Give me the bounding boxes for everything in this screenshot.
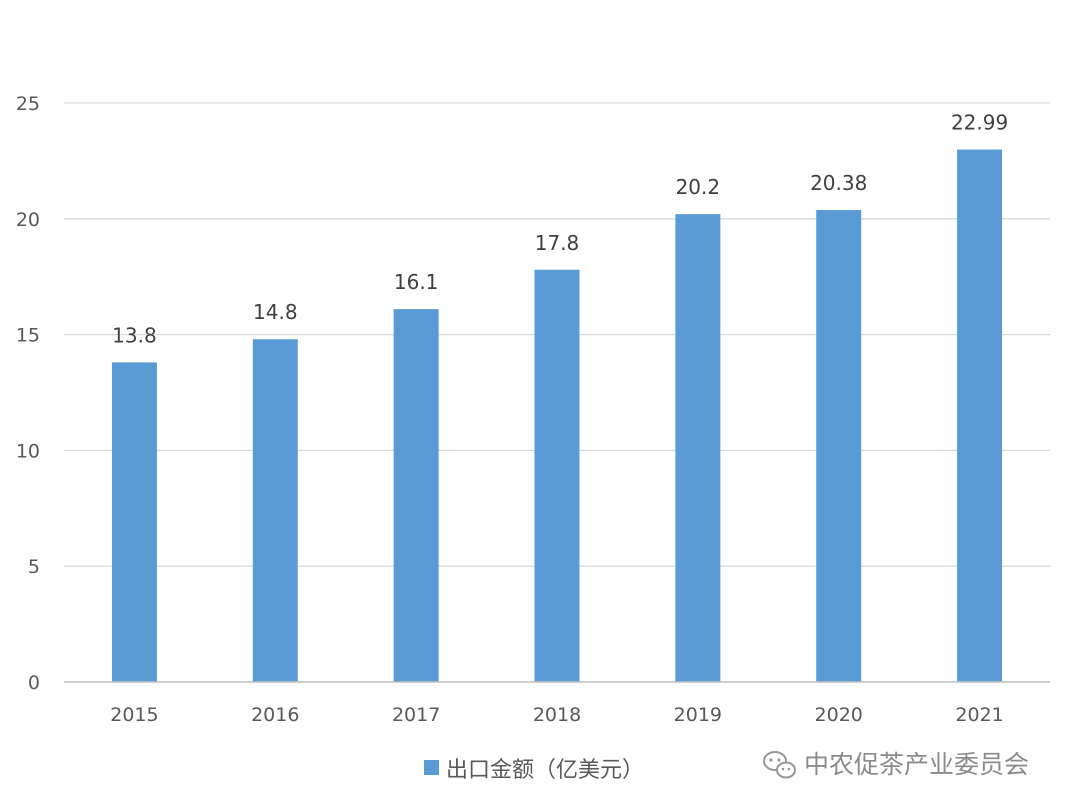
x-tick-label-2020: 2020 [815,704,863,726]
wechat-icon [763,751,796,779]
bars [111,149,1003,682]
y-tick-label: 0 [28,672,40,694]
legend-swatch [424,760,439,775]
x-tick-label-2018: 2018 [533,704,581,726]
watermark-text: 中农促茶产业委员会 [804,750,1029,779]
x-tick-label-2021: 2021 [955,704,1003,726]
y-tick-label: 15 [16,325,40,347]
y-tick-label: 25 [16,93,40,115]
data-label-2017: 16.1 [394,270,439,294]
bar-2015 [111,362,157,682]
bar-2021 [957,149,1003,682]
y-tick-label: 20 [16,209,40,231]
y-tick-label: 10 [16,440,40,462]
x-tick-label-2015: 2015 [110,704,158,726]
data-label-2021: 22.99 [951,111,1008,135]
data-label-2015: 13.8 [112,323,157,347]
x-tick-label-2016: 2016 [251,704,299,726]
watermark: 中农促茶产业委员会 [763,750,1029,779]
data-label-2020: 20.38 [810,171,867,195]
y-axis-ticks: 0 5 10 15 20 25 [16,93,40,694]
bar-2019 [675,214,721,682]
bar-2020 [816,209,862,682]
data-label-2018: 17.8 [535,231,580,255]
bar-2018 [534,269,580,682]
data-label-2016: 14.8 [253,300,298,324]
legend-label: 出口金额（亿美元） [446,758,644,783]
bar-2016 [252,339,298,682]
legend: 出口金额（亿美元） [424,758,644,783]
data-label-2019: 20.2 [676,175,721,199]
bar-2017 [393,309,439,682]
y-tick-label: 5 [28,556,40,578]
data-labels: 13.8 14.8 16.1 17.8 20.2 20.38 22.99 [112,111,1008,348]
x-tick-label-2019: 2019 [674,704,722,726]
x-axis-ticks: 2015 2016 2017 2018 2019 2020 2021 [110,704,1004,726]
x-tick-label-2017: 2017 [392,704,440,726]
